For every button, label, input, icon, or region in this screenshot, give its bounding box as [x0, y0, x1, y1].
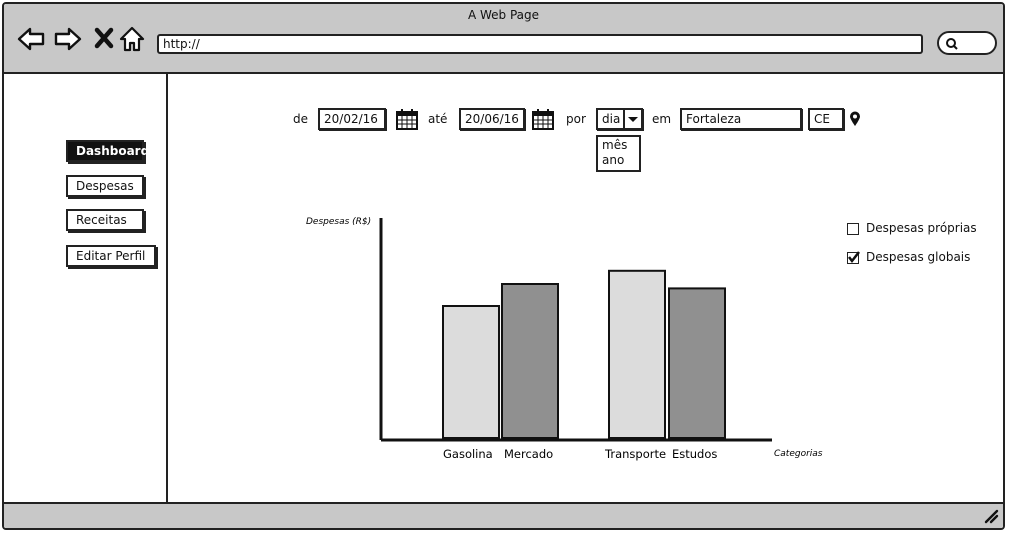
- browser-titlebar: A Web Page http://: [4, 4, 1003, 74]
- sidebar-item-despesas[interactable]: Despesas: [66, 175, 144, 197]
- own-expenses-checkbox[interactable]: [847, 223, 859, 235]
- global-expenses-checkbox[interactable]: [847, 251, 860, 264]
- to-label: até: [428, 112, 448, 126]
- state-input[interactable]: CE: [808, 108, 844, 130]
- location-pin-icon: [850, 111, 860, 126]
- bar-estudos: [668, 287, 726, 439]
- to-date-input[interactable]: 20/06/16: [459, 108, 525, 130]
- sidebar-item-editar-perfil[interactable]: Editar Perfil: [66, 245, 156, 267]
- category-label: Gasolina: [443, 447, 493, 461]
- close-x-icon[interactable]: [91, 24, 121, 54]
- bar-gasolina: [442, 305, 500, 439]
- by-label: por: [566, 112, 586, 126]
- expenses-bar-chart: Despesas (R$) Categorias Gasolina Mercado…: [306, 217, 823, 461]
- calendar-icon[interactable]: [396, 108, 418, 130]
- category-label: Mercado: [504, 447, 553, 461]
- category-label: Estudos: [672, 447, 717, 461]
- resize-grip-icon[interactable]: [983, 508, 999, 524]
- calendar-icon[interactable]: [532, 108, 554, 130]
- from-date-input[interactable]: 20/02/16: [318, 108, 386, 130]
- y-axis-label: Despesas (R$): [306, 217, 371, 227]
- own-expenses-label: Despesas próprias: [866, 221, 977, 235]
- period-select[interactable]: dia: [596, 108, 643, 130]
- sidebar-item-receitas[interactable]: Receitas: [66, 209, 144, 231]
- category-label: Transporte: [604, 447, 666, 461]
- chevron-down-icon[interactable]: [623, 110, 641, 128]
- from-label: de: [293, 112, 308, 126]
- bar-mercado: [501, 283, 559, 439]
- period-dropdown-list: mês ano: [596, 135, 641, 172]
- period-select-value: dia: [602, 112, 621, 126]
- search-icon: [946, 38, 958, 50]
- back-arrow-icon[interactable]: [16, 24, 46, 54]
- in-label: em: [652, 112, 672, 126]
- sidebar-item-dashboard[interactable]: Dashboard: [66, 140, 149, 162]
- period-option-mes[interactable]: mês: [602, 138, 628, 152]
- home-icon[interactable]: [118, 24, 148, 54]
- city-input[interactable]: Fortaleza: [680, 108, 802, 130]
- forward-arrow-icon[interactable]: [53, 24, 83, 54]
- browser-statusbar: [4, 502, 1003, 528]
- window-title: A Web Page: [467, 8, 540, 22]
- sidebar: Dashboard Despesas Receitas Editar Perfi…: [4, 74, 168, 506]
- address-bar[interactable]: http://: [157, 34, 923, 54]
- global-expenses-label: Despesas globais: [866, 250, 971, 264]
- period-option-ano[interactable]: ano: [602, 153, 625, 167]
- bar-transporte: [608, 269, 666, 439]
- search-field[interactable]: [937, 31, 997, 55]
- x-axis-label: Categorias: [774, 449, 823, 459]
- checkmark-icon: [848, 251, 860, 264]
